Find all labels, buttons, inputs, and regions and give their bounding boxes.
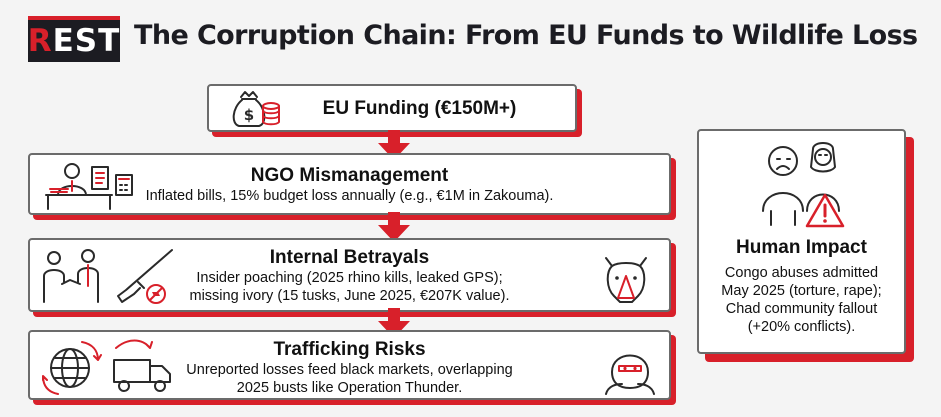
logo-rest: EST [52, 23, 121, 59]
distressed-people-icon [762, 142, 840, 226]
human-impact-title: Human Impact [736, 237, 867, 258]
ngo-mismanagement-title: NGO Mismanagement [250, 165, 449, 186]
internal-betrayals-line-2: missing ivory (15 tusks, June 2025, €207… [189, 288, 510, 304]
logo-first-letter: R [27, 23, 53, 59]
eu-funding-box: $ EU Funding (€150M+) [207, 84, 577, 132]
human-impact-line-4: (+20% conflicts). [747, 319, 856, 335]
globe-icon [42, 341, 102, 395]
internal-betrayals-title: Internal Betrayals [269, 247, 430, 268]
rifle-icon [117, 249, 173, 304]
svg-text:$: $ [244, 106, 254, 124]
delivery-truck-icon [113, 339, 171, 392]
flow-arrow-3 [378, 308, 410, 338]
money-bag-coins-icon: $ [232, 91, 280, 127]
human-impact-line-3: Chad community fallout [725, 301, 878, 317]
warning-icon [805, 193, 845, 228]
human-impact-line-2: May 2025 (torture, rape); [721, 283, 882, 299]
trafficking-risks-title: Trafficking Risks [273, 339, 426, 360]
office-worker-icon [45, 163, 133, 210]
eu-funding-title: EU Funding (€150M+) [322, 98, 517, 119]
ngo-mismanagement-text: Inflated bills, 15% budget loss annually… [145, 188, 554, 204]
handshake-icon [43, 249, 99, 303]
rhino-icon [605, 257, 647, 303]
trafficking-risks-box: Trafficking Risks Unreported losses feed… [28, 330, 671, 400]
ngo-mismanagement-box: NGO Mismanagement Inflated bills, 15% bu… [28, 153, 671, 215]
internal-betrayals-box: Internal Betrayals Insider poaching (202… [28, 238, 671, 312]
human-impact-box: Human Impact Congo abuses admitted May 2… [697, 129, 906, 354]
internal-betrayals-line-1: Insider poaching (2025 rhino kills, leak… [196, 270, 503, 286]
hooded-figure-icon [605, 354, 655, 395]
rest-logo: R EST [28, 16, 120, 62]
trafficking-risks-line-2: 2025 busts like Operation Thunder. [236, 380, 463, 396]
page-title: The Corruption Chain: From EU Funds to W… [134, 20, 918, 51]
human-impact-line-1: Congo abuses admitted [724, 265, 879, 281]
flow-arrow-1 [378, 130, 410, 160]
trafficking-risks-line-1: Unreported losses feed black markets, ov… [186, 362, 513, 378]
flow-arrow-2 [378, 212, 410, 242]
